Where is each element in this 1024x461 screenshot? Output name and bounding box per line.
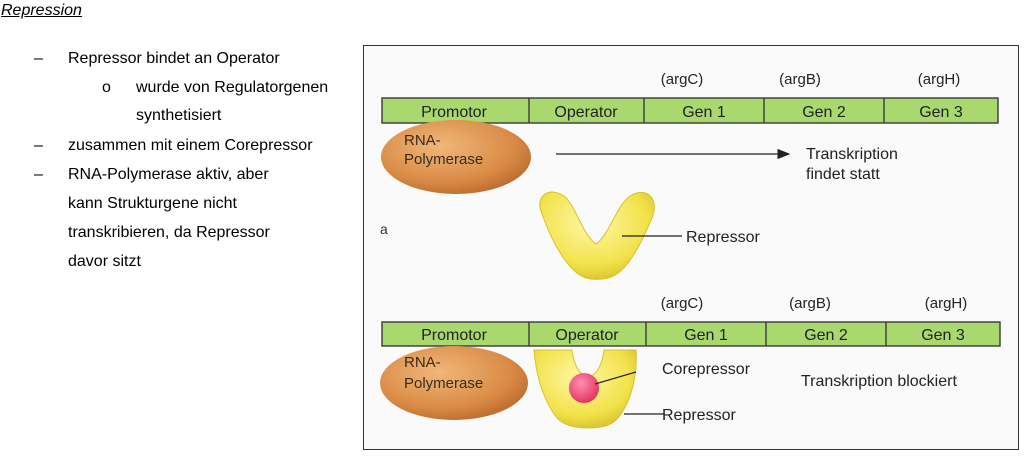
dash-bullet: – xyxy=(34,166,43,183)
polymerase-label-1: RNA- xyxy=(404,354,441,371)
segment-promotor: Promotor xyxy=(421,327,487,344)
dash-bullet: – xyxy=(34,137,43,154)
result-text-blocked: Transkription blockiert xyxy=(801,373,957,390)
segment-gen-3: Gen 3 xyxy=(919,104,963,121)
sub-bullet-text: synthetisiert xyxy=(136,107,222,124)
segment-promotor: Promotor xyxy=(421,104,487,121)
gene-label-argh: (argH) xyxy=(918,71,961,88)
figure-canvas: a (argC) (argB) (argH) Promotor Operator… xyxy=(380,71,1001,429)
rna-polymerase-bottom: RNA- Polymerase xyxy=(380,346,528,420)
repressor-label-bottom: Repressor xyxy=(662,407,736,424)
gene-label-argb: (argB) xyxy=(789,295,831,312)
repressor-top xyxy=(539,191,655,280)
polymerase-label-2: Polymerase xyxy=(404,151,483,168)
bullet-text: davor sitzt xyxy=(68,253,141,270)
gene-label-argb: (argB) xyxy=(779,71,821,88)
polymerase-label-2: Polymerase xyxy=(404,375,483,392)
polymerase-blob xyxy=(381,120,531,194)
result-text-1: Transkription xyxy=(806,146,898,163)
bullet-text: kann Strukturgene nicht xyxy=(68,195,237,212)
page-heading: Repression xyxy=(1,2,82,19)
gene-label-argc: (argC) xyxy=(661,295,704,312)
segment-gen-1: Gen 1 xyxy=(684,327,728,344)
dna-strand-top: Promotor Operator Gen 1 Gen 2 Gen 3 xyxy=(381,97,999,124)
gene-label-argc: (argC) xyxy=(661,71,704,88)
segment-operator: Operator xyxy=(554,104,618,121)
repressor-bottom xyxy=(533,349,637,429)
bullet-text: transkribieren, da Repressor xyxy=(68,224,270,241)
corepressor-pointer xyxy=(594,371,637,385)
bullet-text: zusammen mit einem Corepressor xyxy=(68,137,313,154)
bullet-text: RNA-Polymerase aktiv, aber xyxy=(68,166,269,183)
polymerase-label-1: RNA- xyxy=(404,132,441,149)
segment-gen-2: Gen 2 xyxy=(804,327,848,344)
sub-bullet-text: wurde von Regulatorgenen xyxy=(136,79,329,96)
polymerase-blob xyxy=(380,346,528,420)
rna-polymerase-top: RNA- Polymerase xyxy=(381,120,531,194)
segment-operator: Operator xyxy=(555,327,619,344)
dna-strand-bottom: Promotor Operator Gen 1 Gen 2 Gen 3 xyxy=(381,321,1001,347)
circle-bullet: o xyxy=(102,79,111,96)
dna-bar xyxy=(381,97,999,124)
repressor-shape xyxy=(539,191,655,280)
gene-label-argh: (argH) xyxy=(925,295,968,312)
bullet-text: Repressor bindet an Operator xyxy=(68,50,280,67)
corepressor-molecule xyxy=(569,373,599,403)
result-text-2: findet statt xyxy=(806,166,880,183)
segment-gen-1: Gen 1 xyxy=(682,104,726,121)
corepressor-label: Corepressor xyxy=(662,361,751,378)
segment-gen-3: Gen 3 xyxy=(921,327,965,344)
dna-bar xyxy=(381,321,1001,347)
repression-figure: a (argC) (argB) (argH) Promotor Operator… xyxy=(363,45,1019,450)
segment-gen-2: Gen 2 xyxy=(802,104,846,121)
dash-bullet: – xyxy=(34,50,43,67)
panel-label: a xyxy=(380,221,388,237)
repressor-label-top: Repressor xyxy=(686,229,760,246)
